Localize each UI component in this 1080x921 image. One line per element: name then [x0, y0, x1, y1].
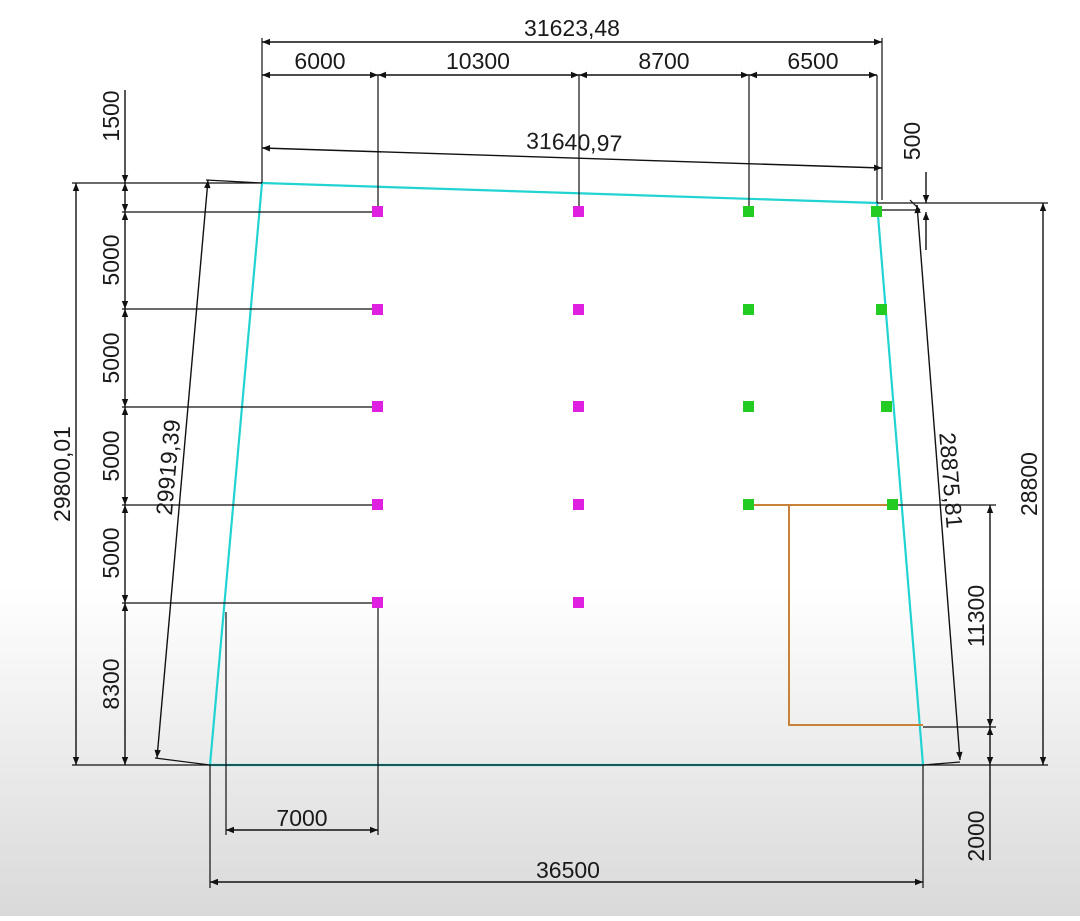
point[interactable]: [372, 597, 383, 608]
point[interactable]: [573, 597, 584, 608]
point[interactable]: [876, 304, 887, 315]
extension-lines: [72, 38, 1048, 888]
point[interactable]: [743, 206, 754, 217]
label-left-seg-4: 5000: [98, 527, 124, 578]
label-left-seg-2: 5000: [98, 332, 124, 383]
site-outline: [208, 181, 925, 767]
label-left-top: 1500: [98, 90, 124, 141]
label-left-bottom: 8300: [98, 658, 124, 709]
point[interactable]: [743, 401, 754, 412]
label-right-bottom: 2000: [963, 810, 989, 861]
label-right-overall: 28800: [1016, 452, 1042, 516]
label-right-zone-height: 11300: [963, 585, 989, 647]
label-top-seg-4: 6500: [787, 48, 838, 74]
label-left-overall: 29800,01: [49, 426, 75, 522]
label-top-overall: 31623,48: [524, 15, 620, 41]
point[interactable]: [372, 206, 383, 217]
point[interactable]: [573, 499, 584, 510]
label-bottom-overall: 36500: [536, 857, 600, 883]
label-right-offset: 500: [899, 122, 925, 160]
point[interactable]: [743, 499, 754, 510]
label-top-seg-1: 6000: [294, 48, 345, 74]
zone-outline-lower: [788, 505, 923, 726]
label-top-slanted: 31640,97: [526, 128, 623, 157]
point[interactable]: [372, 499, 383, 510]
point[interactable]: [881, 401, 892, 412]
label-right-slanted: 28875,81: [934, 432, 967, 530]
existing-points: [372, 206, 584, 608]
point[interactable]: [372, 401, 383, 412]
label-top-seg-3: 8700: [638, 48, 689, 74]
point[interactable]: [573, 304, 584, 315]
point[interactable]: [573, 206, 584, 217]
dimension-lines: [72, 38, 1047, 886]
dim-right-slanted: [914, 204, 963, 761]
point[interactable]: [743, 304, 754, 315]
point[interactable]: [887, 499, 898, 510]
dim-left-slanted: [154, 179, 211, 759]
label-left-seg-1: 5000: [98, 234, 124, 285]
label-top-seg-2: 10300: [446, 48, 510, 74]
point[interactable]: [573, 401, 584, 412]
new-points: [743, 206, 898, 510]
point[interactable]: [871, 206, 882, 217]
label-left-seg-3: 5000: [98, 430, 124, 481]
dimension-labels: 31623,48 6000 10300 8700 6500 31640,97 1…: [49, 15, 1042, 883]
point[interactable]: [372, 304, 383, 315]
label-bottom-offset: 7000: [276, 805, 327, 831]
dim-top-slanted: [261, 145, 883, 171]
